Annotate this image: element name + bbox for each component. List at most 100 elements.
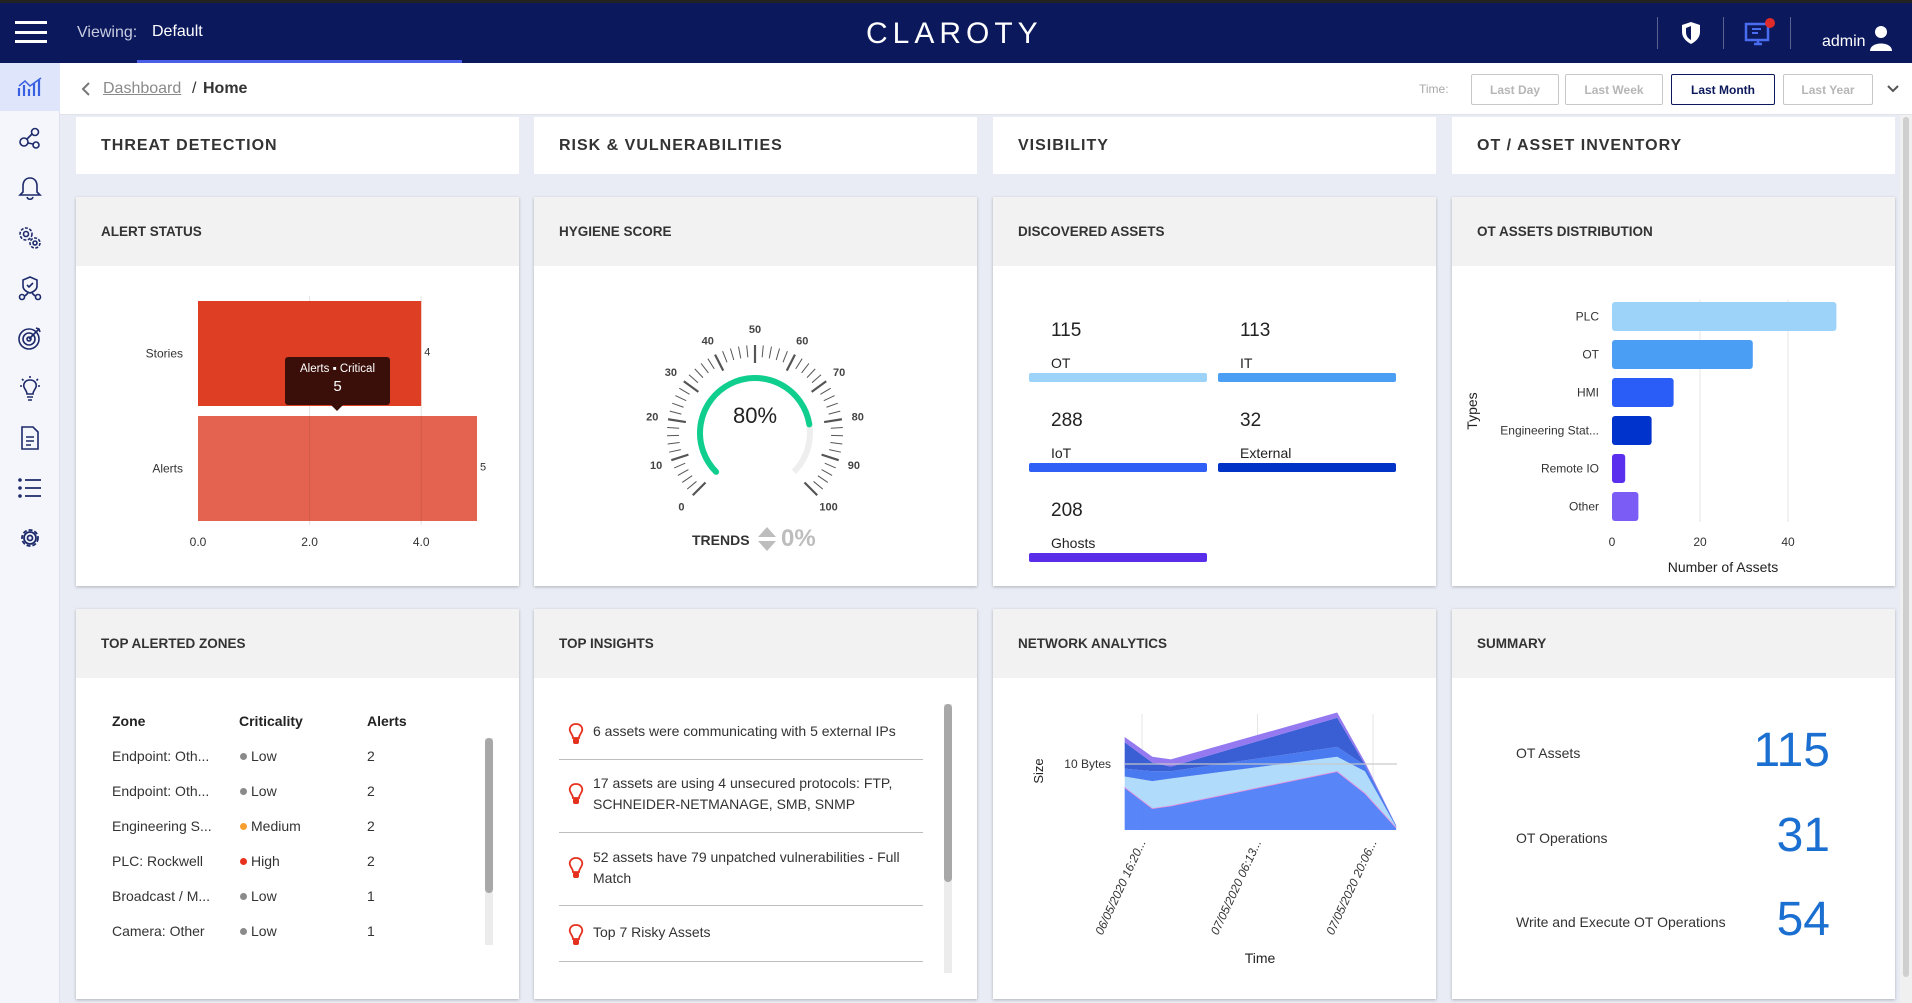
zones-scrollbar-thumb[interactable] [485, 738, 493, 893]
asset-bar[interactable] [1029, 373, 1207, 382]
gauge-scale-label: 50 [749, 324, 761, 336]
gauge-tick [707, 358, 715, 370]
sidebar-item-dashboard[interactable] [0, 63, 60, 111]
back-chevron-icon[interactable] [80, 81, 92, 97]
asset-bar[interactable] [1029, 463, 1207, 472]
shield-icon[interactable] [1680, 21, 1702, 45]
sidebar-item-operations[interactable] [0, 214, 60, 262]
asset-count: 115 [1051, 320, 1082, 341]
sidebar [0, 63, 60, 1003]
gauge-tick [669, 410, 682, 415]
breadcrumb-dashboard-link[interactable]: Dashboard [103, 80, 182, 97]
zone-name[interactable]: Endpoint: Oth... [112, 783, 210, 799]
insight-text-line2[interactable]: SCHNEIDER-NETMANAGE, SMB, SNMP [593, 796, 856, 812]
insight-text[interactable]: 52 assets have 79 unpatched vulnerabilit… [593, 849, 900, 865]
gauge-scale-label: 30 [665, 367, 677, 379]
zones-scrollbar[interactable] [485, 738, 493, 945]
insight-text[interactable]: 6 assets were communicating with 5 exter… [593, 723, 896, 739]
summary-value[interactable]: 31 [1776, 809, 1830, 862]
zone-name[interactable]: Engineering S... [112, 818, 212, 834]
gauge-tick [782, 350, 788, 363]
summary-value[interactable]: 54 [1776, 893, 1830, 946]
bar-engineering-stat-[interactable] [1612, 416, 1652, 445]
gauge-tick [823, 395, 835, 402]
card-title: TOP INSIGHTS [534, 609, 977, 678]
time-last-week-button[interactable]: Last Week [1565, 74, 1663, 105]
user-name[interactable]: admin [1822, 33, 1866, 50]
sidebar-item-alerts[interactable] [0, 164, 60, 212]
bar-alerts[interactable] [198, 416, 477, 521]
gauge-tick [830, 442, 843, 445]
network-nodes-icon [19, 127, 40, 149]
summary-card: SUMMARY [1452, 609, 1895, 999]
monitor-alert-icon[interactable] [1744, 17, 1776, 49]
shield-network-icon [18, 276, 42, 301]
bar-plc[interactable] [1612, 302, 1837, 331]
summary-value[interactable]: 115 [1753, 724, 1830, 777]
x-tick-label: 4.0 [413, 535, 430, 549]
card-title: ALERT STATUS [76, 197, 519, 266]
sidebar-item-reports[interactable] [0, 414, 60, 462]
sidebar-item-lists[interactable] [0, 464, 60, 512]
sidebar-item-targets[interactable] [0, 314, 60, 362]
settings-icon [21, 529, 39, 547]
viewing-dropdown[interactable]: Default [152, 23, 203, 40]
hygiene-score-value: 80% [733, 403, 778, 428]
zone-name[interactable]: PLC: Rockwell [112, 853, 204, 869]
insights-scrollbar[interactable] [944, 704, 952, 973]
lightbulb-icon [568, 783, 584, 812]
zone-name[interactable]: Endpoint: Oth... [112, 748, 210, 764]
zone-alerts: 2 [367, 748, 375, 764]
area-series-5[interactable] [1124, 712, 1397, 826]
bar-ot[interactable] [1612, 340, 1753, 369]
discovered-assets-card: DISCOVERED ASSETS [993, 197, 1436, 586]
gauge-scale-label: 40 [702, 335, 714, 347]
chevron-down-icon[interactable] [1886, 83, 1900, 95]
asset-bar[interactable] [1218, 373, 1396, 382]
area-series-1[interactable] [1124, 771, 1397, 830]
gauge-scale-label: 90 [848, 460, 860, 472]
page-scrollbar[interactable] [1900, 115, 1912, 1003]
sidebar-item-risk[interactable] [0, 264, 60, 312]
gauge-tick [667, 426, 680, 429]
user-icon[interactable] [1870, 25, 1892, 51]
gauge-scale-label: 70 [833, 367, 845, 379]
zone-alerts: 2 [367, 818, 375, 834]
page-scrollbar-thumb[interactable] [1903, 117, 1909, 977]
bar-other[interactable] [1612, 492, 1639, 521]
area-series-2[interactable] [1124, 756, 1397, 828]
zone-name[interactable]: Camera: Other [112, 923, 205, 939]
insight-text-line2[interactable]: Match [593, 870, 632, 886]
time-last-month-button[interactable]: Last Month [1671, 74, 1775, 105]
insights-scrollbar-thumb[interactable] [944, 704, 952, 882]
zone-name[interactable]: Broadcast / M... [112, 888, 211, 904]
bar-hmi[interactable] [1612, 378, 1674, 407]
area-series-3[interactable] [1124, 746, 1397, 827]
gauge-tick [811, 374, 822, 384]
lightbulb-icon [568, 924, 584, 953]
insight-text[interactable]: 17 assets are using 4 unsecured protocol… [593, 775, 893, 791]
summary-label: OT Assets [1516, 745, 1581, 761]
time-last-year-button[interactable]: Last Year [1783, 74, 1873, 105]
sidebar-item-insights[interactable] [0, 364, 60, 412]
x-tick-label: 2.0 [301, 535, 318, 549]
asset-bar[interactable] [1029, 553, 1207, 562]
asset-label: IoT [1051, 445, 1072, 461]
area-series-4[interactable] [1124, 717, 1397, 826]
asset-bar[interactable] [1218, 463, 1396, 472]
category-label: Stories [146, 347, 183, 361]
gauge-tick [826, 402, 838, 408]
bar-remote-io[interactable] [1612, 454, 1626, 483]
sidebar-item-settings[interactable] [0, 514, 60, 562]
time-last-day-button[interactable]: Last Day [1471, 74, 1559, 105]
col-zone: Zone [112, 713, 146, 729]
insight-text[interactable]: Top 7 Risky Assets [593, 924, 711, 940]
sidebar-item-network[interactable] [0, 114, 60, 162]
gauge-tick [686, 481, 697, 490]
hamburger-icon[interactable] [15, 21, 47, 43]
x-tick-label: 20 [1693, 535, 1707, 549]
criticality-dot [240, 893, 247, 900]
gauge-tick [679, 387, 690, 395]
gauge-tick [667, 418, 687, 424]
viewing-tab-indicator [137, 60, 462, 63]
